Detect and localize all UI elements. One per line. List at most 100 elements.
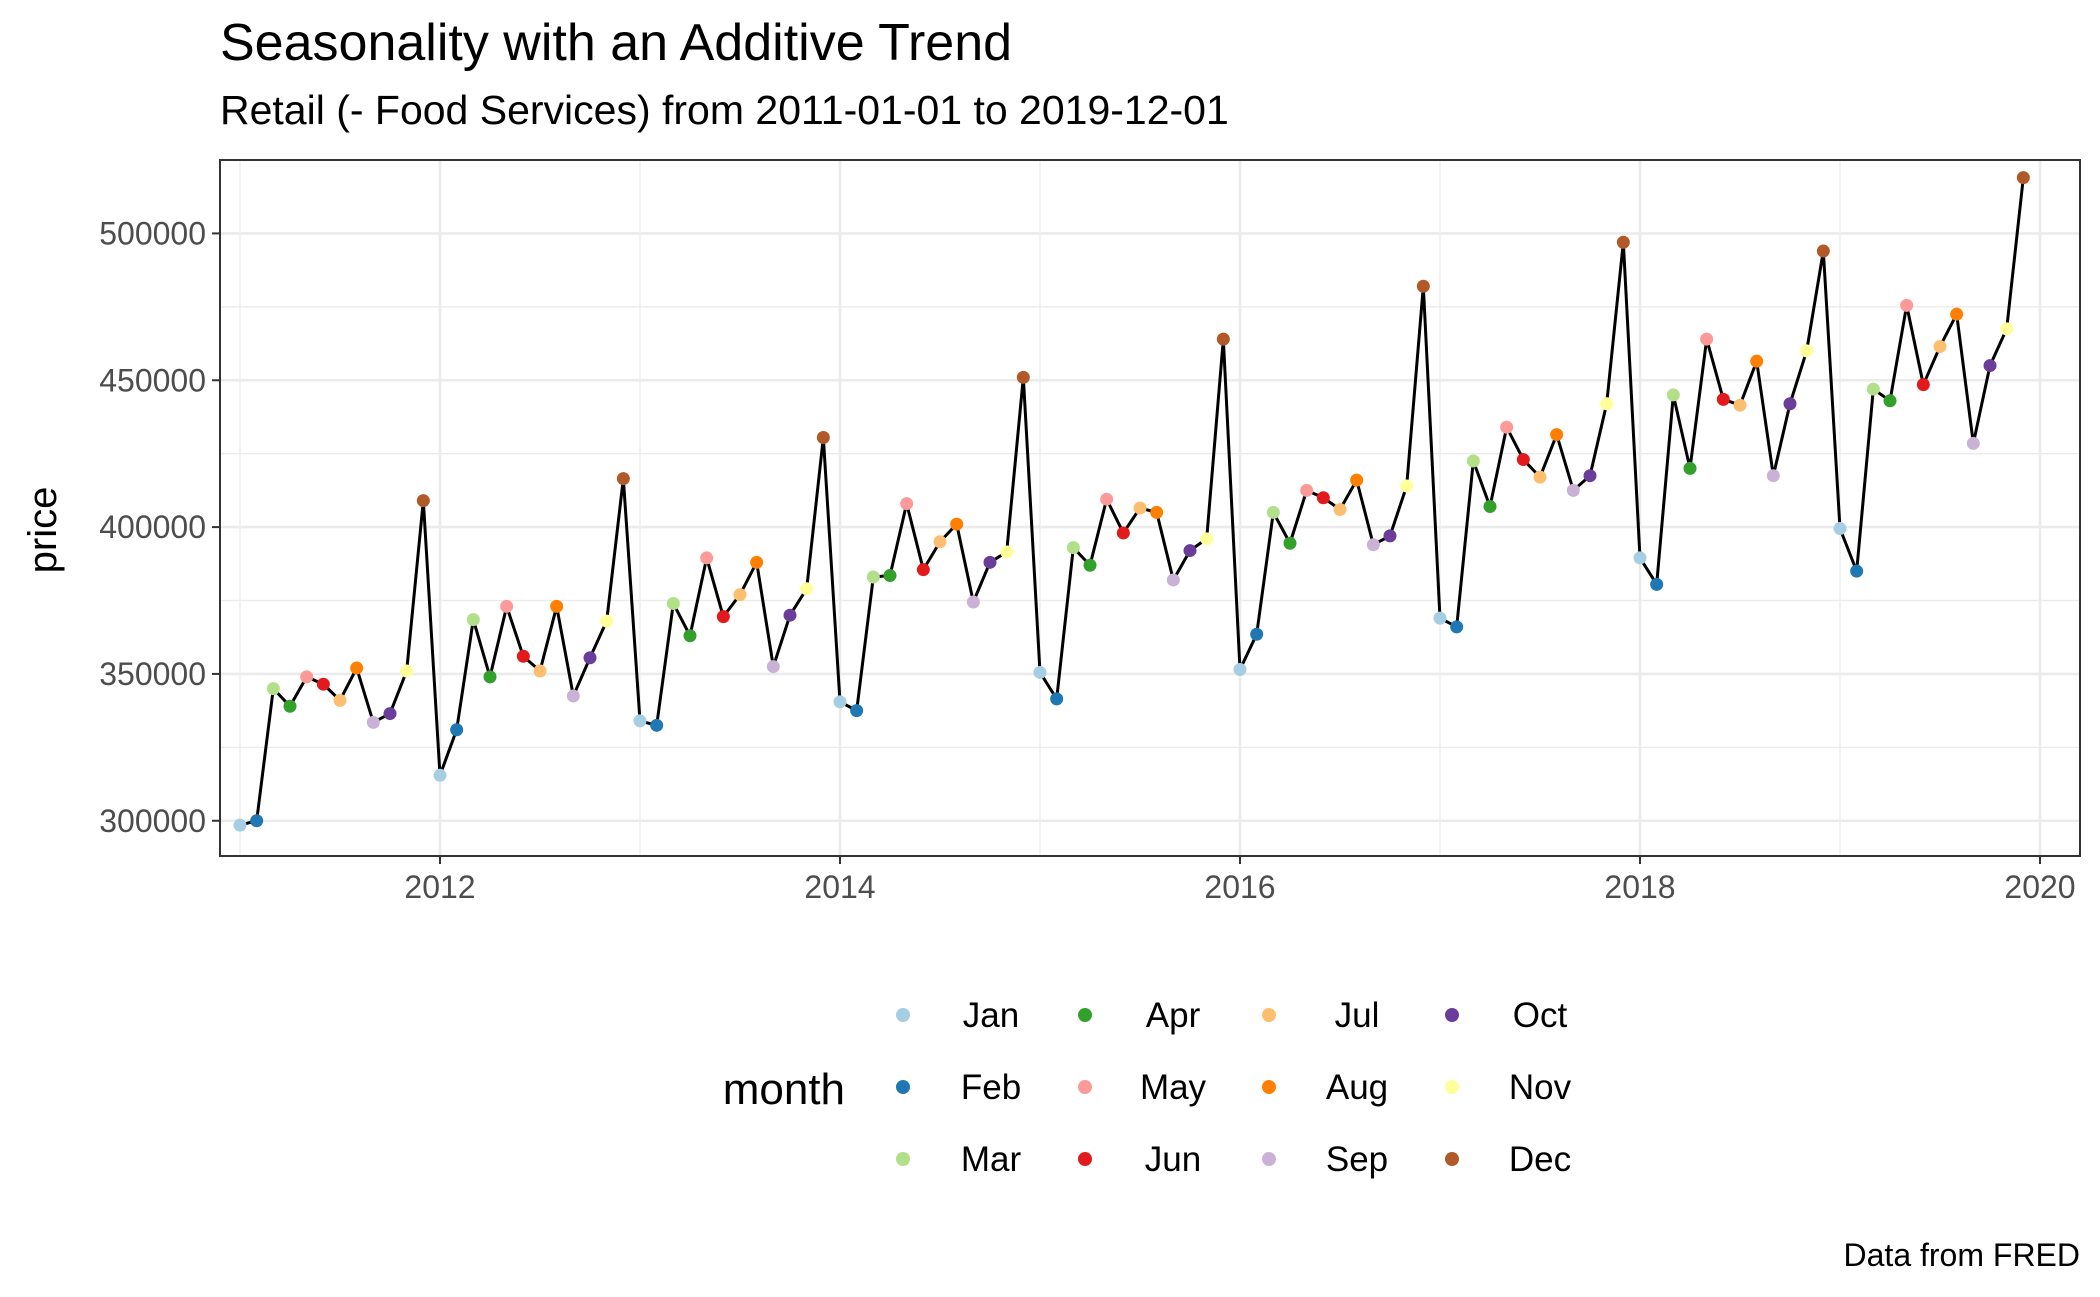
data-point-oct [983,555,997,569]
legend-swatch-jun [1078,1152,1092,1166]
data-point-feb [1250,627,1264,641]
data-point-nov [1600,397,1614,411]
data-point-oct [1383,529,1397,543]
data-point-apr [1483,500,1497,514]
x-tick-label: 2020 [2004,869,2075,905]
data-point-jul [1933,339,1947,353]
legend-swatch-may [1078,1080,1092,1094]
legend-swatch-feb [896,1080,910,1094]
data-point-sep [1366,538,1380,552]
data-point-dec [1816,244,1830,258]
data-point-aug [350,661,364,675]
data-point-dec [1216,332,1230,346]
data-point-may [1900,298,1914,312]
data-point-feb [850,704,864,718]
legend-label-jul: Jul [1335,996,1380,1035]
data-point-oct [1783,397,1797,411]
data-point-jun [1316,491,1330,505]
data-point-mar [1066,541,1080,555]
data-point-mar [1666,388,1680,402]
data-point-apr [483,670,497,684]
data-point-feb [250,814,264,828]
data-point-jul [1733,398,1747,412]
data-point-sep [1566,483,1580,497]
data-point-nov [2000,322,2014,336]
data-point-sep [1166,573,1180,587]
data-point-jan [233,818,247,832]
legend-label-sep: Sep [1326,1140,1388,1179]
y-tick-label: 400000 [99,509,206,545]
data-point-jul [533,664,547,678]
legend-label-oct: Oct [1513,996,1568,1035]
legend-label-may: May [1140,1068,1207,1107]
data-point-mar [1466,454,1480,468]
legend-label-feb: Feb [961,1068,1021,1107]
legend-swatch-jan [896,1008,910,1022]
data-point-oct [783,608,797,622]
data-point-sep [366,715,380,729]
data-point-jul [933,535,947,549]
data-point-apr [1683,461,1697,475]
data-point-sep [966,595,980,609]
data-point-jan [833,695,847,709]
data-point-jun [516,649,530,663]
data-point-aug [750,555,764,569]
y-tick-label: 450000 [99,362,206,398]
data-point-aug [1550,428,1564,442]
data-point-aug [550,599,564,613]
data-points [233,171,2030,832]
y-tick-label: 350000 [99,656,206,692]
y-axis: 300000 350000 400000 450000 500000 [99,215,220,839]
legend-swatch-dec [1445,1152,1459,1166]
data-point-oct [583,651,597,665]
y-tick-label: 300000 [99,803,206,839]
data-point-dec [616,472,630,486]
data-point-oct [383,707,397,721]
data-point-jun [316,677,330,691]
data-point-aug [1950,307,1964,321]
legend-swatch-nov [1445,1080,1459,1094]
data-point-jan [1233,663,1247,677]
data-point-jul [1133,501,1147,515]
legend-label-jan: Jan [963,996,1019,1035]
data-point-nov [1000,545,1014,559]
data-point-jul [733,588,747,602]
data-point-jan [1633,551,1647,565]
legend-label-dec: Dec [1509,1140,1571,1179]
chart-title: Seasonality with an Additive Trend [220,14,1012,72]
data-point-feb [1050,692,1064,706]
data-point-aug [950,517,964,531]
data-point-mar [1866,382,1880,396]
data-point-oct [1183,544,1197,558]
legend-label-mar: Mar [961,1140,1022,1179]
data-point-jun [916,563,930,577]
legend-label-jun: Jun [1145,1140,1201,1179]
data-point-aug [1150,505,1164,519]
data-point-apr [883,569,897,583]
y-tick-label: 500000 [99,215,206,251]
data-point-mar [666,596,680,610]
data-point-jan [1033,665,1047,679]
data-point-dec [416,494,430,508]
data-point-apr [1083,558,1097,572]
x-tick-label: 2012 [404,869,475,905]
data-point-may [1100,492,1114,506]
data-point-apr [683,629,697,643]
plot-panel [219,159,2081,857]
data-point-jan [1433,611,1447,625]
x-tick-label: 2016 [1204,869,1275,905]
legend-title: month [723,1065,845,1114]
grid-lines [220,159,2080,856]
data-point-dec [1616,235,1630,249]
data-point-nov [1200,532,1214,546]
data-point-may [1500,420,1514,434]
data-point-dec [1416,279,1430,293]
data-point-jan [433,768,447,782]
data-point-may [500,599,514,613]
data-point-nov [400,664,414,678]
data-point-feb [1450,620,1464,634]
data-point-jan [1833,522,1847,536]
data-point-nov [600,614,614,628]
data-point-sep [766,660,780,674]
